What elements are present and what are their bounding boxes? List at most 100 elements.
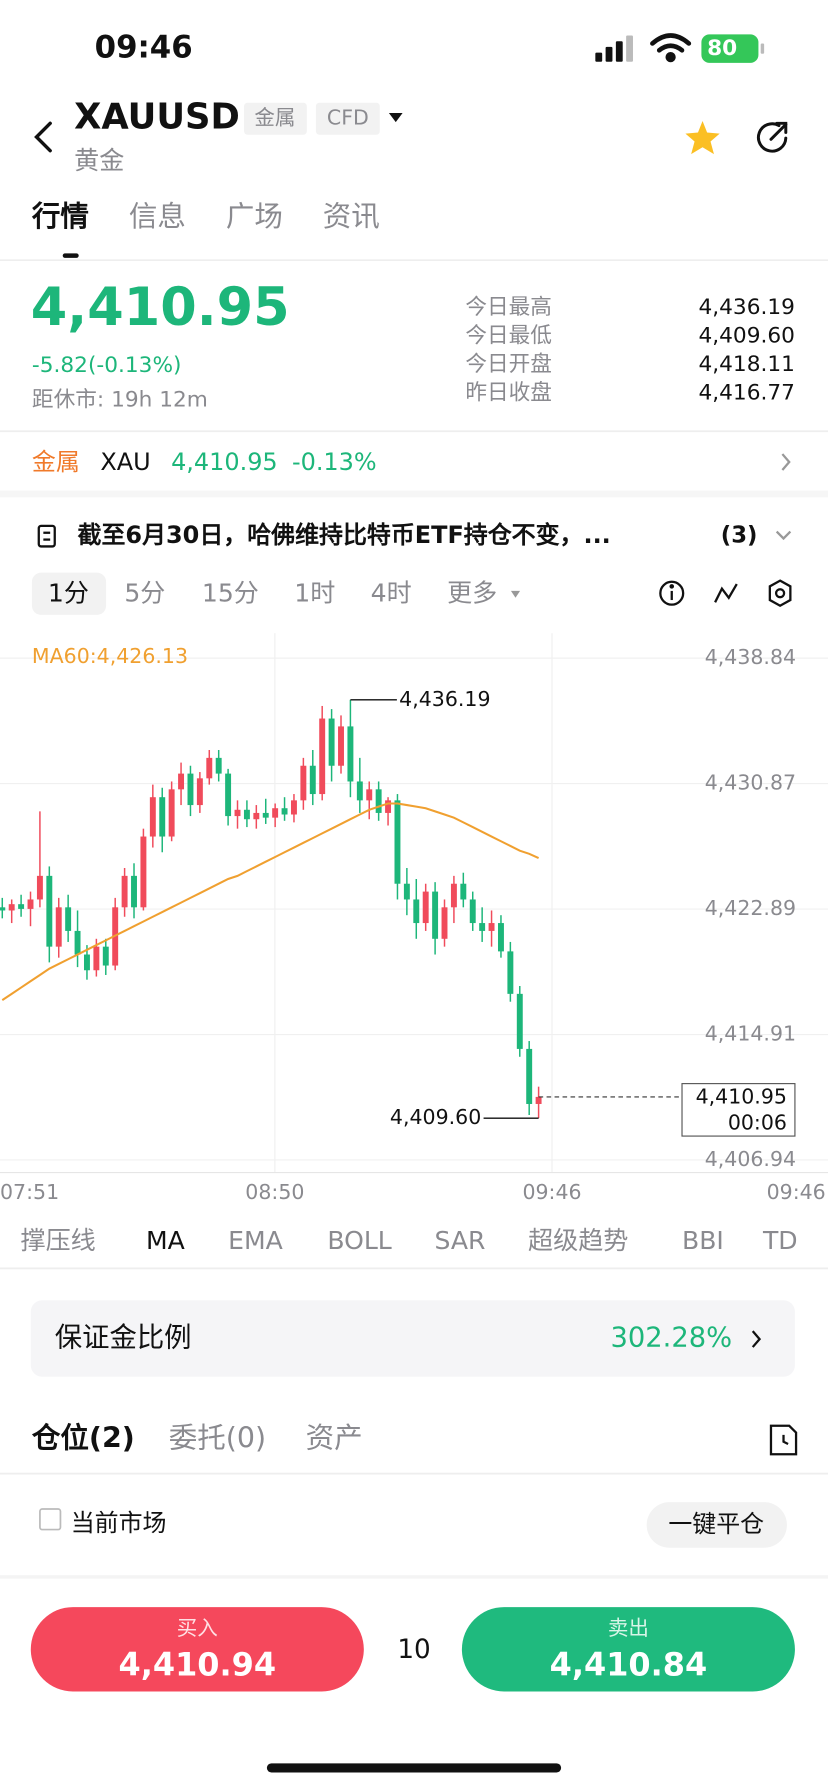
candle-body — [206, 757, 213, 779]
y-tick-label: 4,430.87 — [705, 771, 796, 795]
related-tag: 金属 — [32, 448, 80, 476]
position-tab[interactable]: 仓位(2) — [32, 1421, 135, 1454]
candle-body — [196, 778, 203, 806]
home-indicator — [266, 1763, 562, 1773]
indicator[interactable]: BBI — [682, 1226, 724, 1255]
candle-body — [366, 789, 373, 801]
favorite-star[interactable] — [685, 121, 720, 155]
close-all-label: 一键平仓 — [668, 1510, 764, 1538]
margin-label: 保证金比例 — [55, 1323, 192, 1354]
indicator[interactable]: TD — [762, 1226, 798, 1255]
news-icon — [37, 524, 56, 548]
candle-body — [385, 800, 392, 813]
tab[interactable]: 信息 — [129, 200, 186, 233]
sell-label: 卖出 — [608, 1616, 649, 1640]
y-tick-label: 4,438.84 — [705, 645, 796, 669]
indicator[interactable]: 超级趋势 — [528, 1226, 628, 1255]
indicator[interactable]: MA — [146, 1226, 185, 1255]
quantity[interactable]: 10 — [397, 1635, 430, 1665]
indicator[interactable]: SAR — [435, 1226, 486, 1255]
more-dropdown[interactable] — [510, 590, 521, 598]
related-change: -0.13% — [292, 448, 377, 476]
candle-body — [479, 923, 486, 931]
candle-body — [319, 718, 326, 795]
period-selected-bg — [31, 572, 107, 615]
tab[interactable]: 行情 — [31, 200, 89, 233]
sell-button[interactable] — [461, 1607, 795, 1692]
tab[interactable]: 广场 — [226, 200, 283, 233]
candle-body — [338, 726, 344, 766]
margin-card[interactable] — [30, 1300, 795, 1377]
buy-button[interactable] — [30, 1607, 364, 1692]
candle-body — [394, 800, 401, 884]
candle-body — [450, 883, 457, 908]
candle-body — [328, 718, 335, 766]
checkbox[interactable] — [39, 1508, 62, 1531]
stat-label: 今日最低 — [465, 324, 552, 349]
period[interactable]: 5分 — [124, 578, 165, 607]
period[interactable]: 1分 — [48, 578, 89, 607]
info-icon[interactable] — [659, 580, 685, 606]
back-button[interactable] — [34, 121, 52, 153]
tag-bg — [315, 102, 380, 135]
status-time: 09:46 — [95, 30, 193, 66]
candle-body — [469, 899, 476, 924]
candle-body — [290, 800, 297, 815]
symbol: XAUUSD — [74, 97, 240, 138]
symbol-dropdown[interactable] — [388, 113, 403, 123]
wifi-icon — [650, 33, 692, 63]
news-headline[interactable]: 截至6月30日，哈佛维持比特币ETF持仓不变，... — [78, 521, 611, 549]
x-tick-label: 08:50 — [245, 1180, 304, 1204]
history-icon[interactable] — [769, 1424, 798, 1456]
filter-label: 当前市场 — [71, 1509, 167, 1537]
news-count: (3) — [721, 523, 758, 549]
stat-label: 今日最高 — [465, 295, 552, 320]
period[interactable]: 更多 — [447, 578, 497, 607]
stat-value: 4,436.19 — [698, 295, 794, 320]
ma-line — [1, 802, 540, 1001]
candle-body — [253, 812, 260, 820]
draw-icon[interactable] — [714, 583, 738, 603]
close-all-button[interactable] — [646, 1502, 787, 1548]
indicator[interactable]: EMA — [228, 1226, 283, 1255]
period[interactable]: 1时 — [294, 578, 335, 607]
candle-body — [74, 930, 81, 955]
buy-label: 买入 — [177, 1616, 218, 1640]
y-tick-label: 4,406.94 — [705, 1147, 796, 1171]
candle-body — [178, 773, 185, 790]
low-label: 4,409.60 — [390, 1105, 481, 1129]
countdown-label: 00:06 — [728, 1111, 787, 1135]
candle-body — [375, 789, 382, 813]
margin-value: 302.28% — [610, 1323, 732, 1354]
candle-body — [309, 765, 316, 795]
candle-body — [215, 757, 222, 774]
candle-body — [356, 781, 363, 801]
related-symbol: XAU — [100, 448, 150, 476]
position-tab[interactable]: 委托(0) — [169, 1421, 266, 1454]
candle-body — [36, 875, 43, 900]
period[interactable]: 15分 — [202, 578, 259, 607]
candle-body — [187, 773, 194, 806]
candle-body — [55, 907, 62, 947]
section-gap — [0, 490, 828, 498]
candle-body — [347, 726, 354, 782]
battery-level: 80 — [707, 36, 737, 61]
buy-price: 4,410.94 — [119, 1645, 277, 1683]
candle-body — [159, 797, 166, 837]
indicator[interactable]: BOLL — [327, 1226, 391, 1255]
x-tick-label: 09:46 — [522, 1180, 581, 1204]
settings-icon[interactable] — [768, 579, 792, 608]
y-tick-label: 4,414.91 — [705, 1022, 796, 1046]
chevron — [751, 1330, 762, 1348]
candle-body — [526, 1048, 533, 1104]
indicator[interactable]: 撑压线 — [21, 1226, 96, 1255]
period[interactable]: 4时 — [371, 578, 412, 607]
tab[interactable]: 资讯 — [323, 200, 380, 233]
position-tab[interactable]: 资产 — [306, 1421, 363, 1454]
chevron[interactable] — [781, 453, 791, 471]
stat-label: 今日开盘 — [465, 352, 552, 377]
candle-body — [0, 907, 6, 911]
chevron[interactable] — [775, 530, 792, 541]
share-button[interactable] — [756, 121, 788, 153]
